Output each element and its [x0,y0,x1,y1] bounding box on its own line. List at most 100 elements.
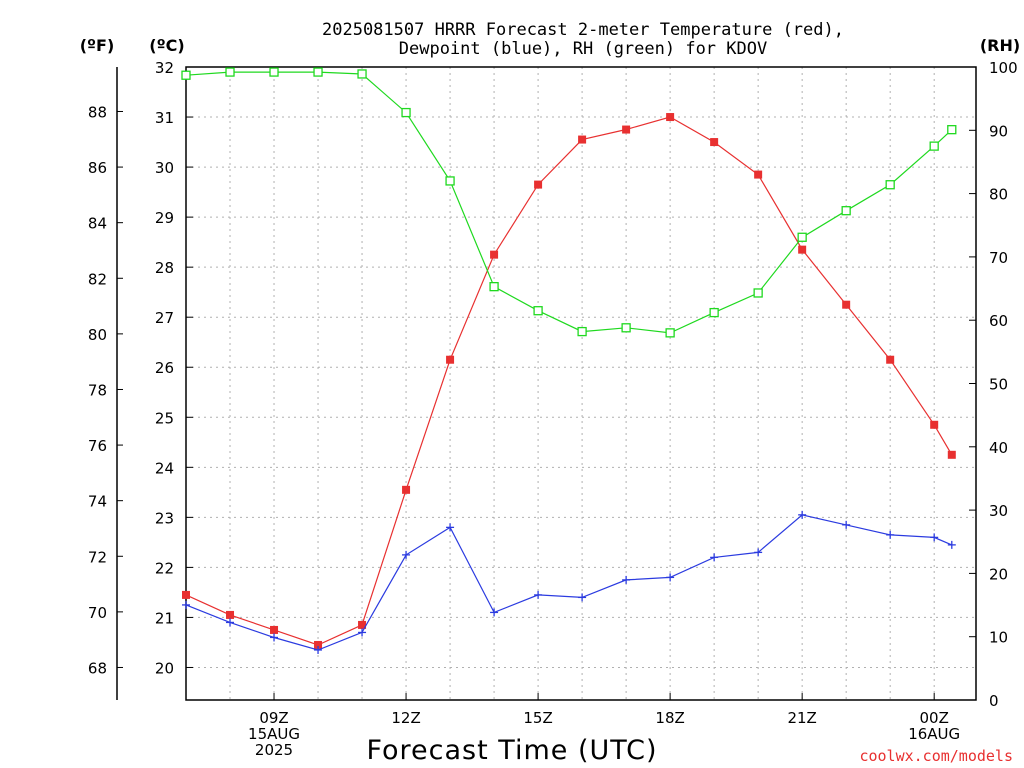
c-tick-label: 31 [155,109,174,127]
temperature-point [446,355,455,364]
rh-point [665,328,675,338]
grid-lines [186,66,976,700]
x-tick-label: 21Z [787,709,816,727]
rh-tick-label: 60 [989,312,1008,330]
dewpoint-point [446,523,455,532]
c-tick-label: 29 [155,209,174,227]
f-tick-label: 70 [88,604,107,622]
dewpoint-point [490,608,499,617]
tick-labels: 20 21 22 23 24 25 26 27 28 29 30 31 32 68 70 72 74 76 78 80… [88,59,1018,759]
dewpoint-line [185,514,953,651]
dewpoint-point [270,633,279,642]
rh-point [885,180,895,190]
rh-point [445,176,455,186]
f-tick-label: 78 [88,381,107,399]
x-tick-label: 16AUG [908,725,960,743]
rh-point [841,206,851,216]
rh-point [947,125,957,135]
unit-rh-label: (RH) [980,36,1020,55]
rh-point [709,307,719,318]
c-tick-label: 23 [155,509,174,527]
temperature-point [842,300,851,309]
f-tick-label: 86 [88,159,107,177]
rh-point [313,67,323,77]
rh-tick-label: 80 [989,186,1008,204]
c-tick-label: 26 [155,359,174,377]
rh-tick-label: 20 [989,565,1008,583]
x-tick-label: 15AUG [248,725,300,743]
f-tick-label: 72 [88,548,107,566]
f-tick-label: 80 [88,326,107,344]
dewpoint-point [534,590,543,599]
temperature-point [578,135,587,144]
rh-point [797,232,807,242]
rh-point [621,323,631,333]
rh-point [533,306,543,316]
plot-frame [185,66,977,701]
temperature-point [622,125,631,134]
temperature-point [947,450,956,459]
dewpoint-point [358,628,367,637]
dewpoint-point [710,553,719,562]
f-tick-label: 84 [88,215,107,233]
rh-tick-label: 0 [989,692,999,710]
f-tick-label: 88 [88,103,107,121]
c-tick-label: 27 [155,309,174,327]
title-line-2: Dewpoint (blue), RH (green) for KDOV [399,39,767,59]
temperature-point [270,625,279,634]
dewpoint-point [798,510,807,519]
c-tick-label: 25 [155,409,174,427]
c-tick-label: 30 [155,159,174,177]
x-tick-label: 15Z [523,709,552,727]
credit-link[interactable]: coolwx.com/models [859,747,1013,765]
temperature-line [185,116,953,646]
dewpoint-point [666,573,675,582]
temperature-point [226,610,235,619]
x-tick-label: 18Z [655,709,684,727]
unit-fahrenheit-label: (ºF) [80,36,115,55]
temperature-point [182,590,190,599]
rh-tick-label: 70 [989,249,1008,267]
temperature-point [402,485,411,494]
x-tick-label: 12Z [391,709,420,727]
temperature-point [754,170,763,179]
c-tick-label: 24 [155,459,174,477]
rh-point [181,70,191,80]
chart-axes [116,66,977,701]
temperature-point [358,620,367,629]
rh-point [753,288,763,298]
f-tick-label: 82 [88,270,107,288]
rh-point [269,67,279,77]
dewpoint-point [226,618,235,627]
dewpoint-point [182,600,190,609]
dewpoint-point [622,575,631,584]
temperature-point [666,113,675,122]
dewpoint-series [182,510,956,654]
rh-tick-label: 10 [989,629,1008,647]
chart-title: 2025081507 HRRR Forecast 2-meter Tempera… [322,20,844,59]
f-tick-label: 74 [88,493,107,511]
f-tick-label: 76 [88,437,107,455]
temperature-series [182,113,956,649]
temperature-point [490,250,499,259]
c-tick-label: 21 [155,609,174,627]
c-tick-label: 28 [155,259,174,277]
rh-point [577,326,587,337]
temperature-point [886,355,895,364]
c-tick-label: 32 [155,59,174,77]
x-tick-label: 2025 [255,741,293,759]
c-tick-label: 22 [155,559,174,577]
title-line-1: 2025081507 HRRR Forecast 2-meter Tempera… [322,20,844,40]
temperature-point [798,245,807,254]
rh-point [401,107,411,118]
c-tick-label: 20 [155,659,174,677]
rh-tick-label: 90 [989,122,1008,140]
rh-point [489,282,499,292]
rh-series [181,67,957,338]
rh-point [929,141,939,151]
dewpoint-point [578,593,587,602]
rh-tick-label: 50 [989,376,1008,394]
dewpoint-point [930,533,939,542]
data-series [181,67,957,654]
